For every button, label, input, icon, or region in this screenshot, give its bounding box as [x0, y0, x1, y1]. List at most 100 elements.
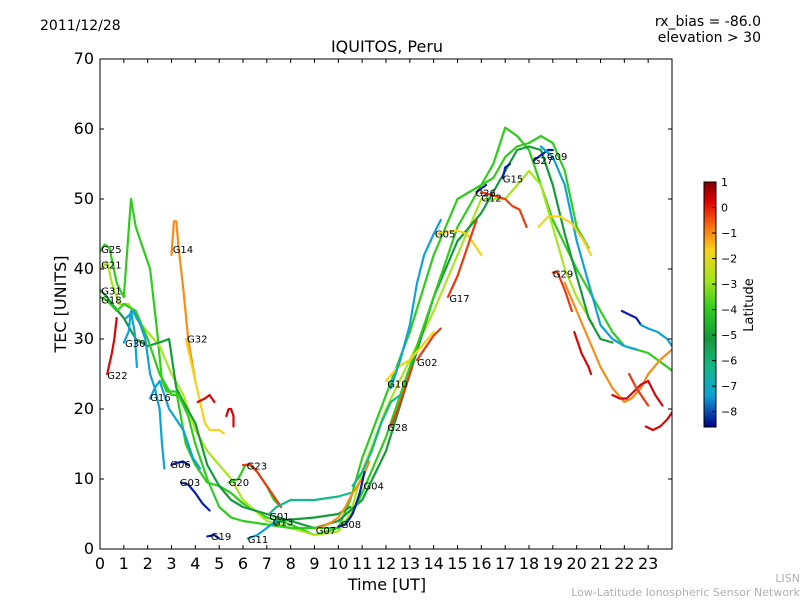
footer-lisn: LISN: [775, 572, 800, 585]
x-tick-label: 7: [262, 554, 272, 573]
prn-label-g19: G19: [211, 532, 231, 543]
series-line-g16: [149, 379, 202, 470]
colorbar-tick-label: −2: [721, 253, 737, 266]
series-line-g04: [351, 393, 402, 488]
series-line-g22: [106, 316, 118, 376]
series-line-g06: [170, 460, 190, 467]
rx-bias-label: rx_bias = -86.0: [654, 14, 761, 30]
prn-label-g05: G05: [435, 230, 455, 241]
footer-credit: LISN Low-Latitude Ionospheric Sensor Net…: [571, 572, 800, 600]
series-line-g29: [551, 271, 573, 313]
colorbar-tick-label: −8: [721, 406, 737, 419]
series-line-g08: [337, 470, 366, 528]
x-tick-label: 3: [166, 554, 176, 573]
colorbar: [703, 181, 717, 428]
series-line-g23b: [225, 407, 235, 428]
prn-label-g10: G10: [387, 380, 407, 391]
colorbar-tick-label: −5: [721, 329, 737, 342]
prn-label-g02: G02: [417, 358, 437, 369]
series-line-g16b: [125, 309, 166, 470]
y-tick-label: 30: [74, 329, 94, 348]
prn-label-g29: G29: [553, 270, 573, 281]
series-line-g18: [100, 134, 590, 530]
chart-title: IQUITOS, Peru: [331, 37, 443, 56]
x-tick-label: 17: [495, 554, 515, 573]
footer-network: Low-Latitude Ionospheric Sensor Network: [571, 586, 800, 599]
prn-label-g21: G21: [101, 261, 121, 272]
x-tick-label: 12: [376, 554, 396, 573]
prn-label-g04: G04: [363, 482, 383, 493]
x-tick-label: 9: [309, 554, 319, 573]
series-line-g01b: [573, 330, 593, 376]
colorbar-tick-label: −4: [721, 304, 737, 317]
series-line-g03: [179, 481, 211, 512]
y-tick-label: 60: [74, 119, 94, 138]
series-line-g30: [122, 309, 138, 369]
x-tick-label: 11: [352, 554, 372, 573]
prn-label-g17: G17: [449, 294, 469, 305]
series-line-g28: [389, 365, 414, 428]
prn-label-g03: G03: [180, 478, 200, 489]
prn-label-g23: G23: [247, 461, 267, 472]
bias-info: rx_bias = -86.0 elevation > 30: [655, 14, 761, 46]
series-line-g07: [315, 460, 371, 530]
x-tick-label: 1: [119, 554, 129, 573]
prn-label-g22: G22: [107, 371, 127, 382]
series-line-g13b: [628, 372, 650, 407]
prn-label-g09: G09: [547, 152, 567, 163]
prn-label-g20: G20: [229, 478, 249, 489]
x-tick-label: 22: [614, 554, 634, 573]
prn-label-g15: G15: [503, 174, 523, 185]
series-line-g19: [206, 533, 221, 540]
series-line-g07b: [644, 411, 672, 432]
prn-label-g07: G07: [316, 526, 336, 537]
x-axis-label: Time [UT]: [347, 575, 426, 594]
series-line-g24: [196, 393, 216, 404]
x-tick-label: 5: [214, 554, 224, 573]
elevation-label: elevation > 30: [657, 30, 761, 46]
prn-label-g31: G31: [101, 286, 121, 297]
series-line-g15: [501, 162, 511, 180]
series-line-g29b: [537, 215, 593, 257]
series-line-g02: [415, 327, 442, 362]
x-tick-label: 8: [286, 554, 296, 573]
y-tick-label: 70: [74, 49, 94, 68]
series-line-g05: [389, 218, 442, 390]
x-tick-label: 13: [400, 554, 420, 573]
colorbar-label: Latitude: [742, 278, 757, 332]
x-tick-label: 14: [423, 554, 443, 573]
series-line-g12: [480, 190, 528, 229]
colorbar-tick-label: 0: [721, 202, 728, 215]
series-line-g17: [446, 218, 478, 299]
series-line-g05b: [435, 229, 483, 257]
y-axis: 0 10 20 30 40 50 60 70: [74, 49, 672, 558]
x-tick-label: 23: [638, 554, 658, 573]
prn-label-g13: G13: [273, 517, 293, 528]
x-tick-label: 19: [543, 554, 563, 573]
date-label: 2011/12/28: [40, 18, 121, 34]
prn-label-g18: G18: [101, 296, 121, 307]
colorbar-ticks: 1 0 −1 −2 −3 −4 −5 −6 −7 −8: [712, 176, 737, 419]
series-line-g10: [384, 330, 435, 383]
series-line-g09b: [539, 145, 638, 351]
x-tick-label: 15: [447, 554, 467, 573]
y-tick-label: 40: [74, 259, 94, 278]
y-axis-label: TEC [UNITS]: [51, 256, 70, 354]
colorbar-tick-label: 1: [721, 176, 728, 189]
colorbar-tick-label: −7: [721, 380, 737, 393]
x-tick-label: 6: [238, 554, 248, 573]
prn-label-g25: G25: [101, 245, 121, 256]
series-line-g26: [475, 183, 488, 194]
x-tick-label: 2: [143, 554, 153, 573]
y-tick-label: 20: [74, 399, 94, 418]
x-axis: 0 1 2 3 4 5 6 7 8 9 10 11 12 13 14 15 16 17 18 19 20 21 22 23: [95, 59, 658, 573]
colorbar-tick-label: −3: [721, 278, 737, 291]
prn-label-g30: G30: [125, 339, 145, 350]
prn-label-g12: G12: [481, 193, 501, 204]
prn-label-g06: G06: [170, 460, 190, 471]
x-tick-label: 10: [328, 554, 348, 573]
colorbar-tick-label: −1: [721, 227, 737, 240]
series-line-g32b: [620, 309, 643, 327]
